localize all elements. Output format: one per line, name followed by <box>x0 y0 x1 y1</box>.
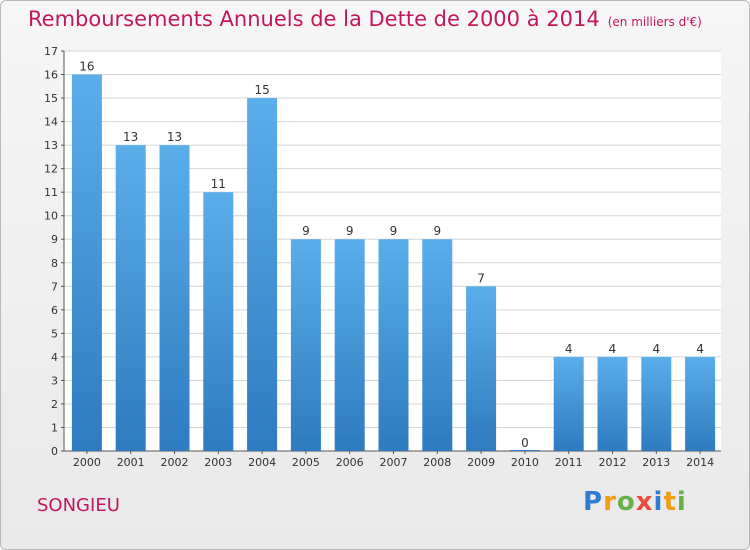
bar-2011 <box>553 356 584 451</box>
y-tick-label: 6 <box>51 304 58 317</box>
y-tick-label: 8 <box>51 257 58 270</box>
data-label-2014: 4 <box>696 342 704 356</box>
y-tick-label: 7 <box>51 280 58 293</box>
data-label-2003: 11 <box>211 177 226 191</box>
data-label-2005: 9 <box>302 224 310 238</box>
bar-2005 <box>290 239 321 451</box>
y-tick-label: 1 <box>51 421 58 434</box>
y-tick-label: 10 <box>44 210 58 223</box>
data-label-2011: 4 <box>565 342 573 356</box>
data-label-2000: 16 <box>79 60 94 74</box>
bar-2006 <box>334 239 365 451</box>
x-tick-label-2011: 2011 <box>555 456 583 469</box>
y-tick-label: 4 <box>51 351 58 364</box>
x-tick-label-2012: 2012 <box>599 456 627 469</box>
logo-letter: x <box>635 487 654 517</box>
x-tick-label-2005: 2005 <box>292 456 320 469</box>
bar-2002 <box>159 145 190 451</box>
bar-2013 <box>641 356 672 451</box>
y-tick-label: 12 <box>44 163 58 176</box>
x-tick-label-2007: 2007 <box>380 456 408 469</box>
chart-unit: (en milliers d'€) <box>607 15 702 29</box>
x-tick-label-2003: 2003 <box>204 456 232 469</box>
data-label-2010: 0 <box>521 436 529 450</box>
data-label-2002: 13 <box>167 130 182 144</box>
y-tick-label: 16 <box>44 69 58 82</box>
y-tick-label: 3 <box>51 374 58 387</box>
x-tick-label-2000: 2000 <box>73 456 101 469</box>
data-label-2009: 7 <box>477 271 485 285</box>
logo-letter: r <box>603 487 617 517</box>
chart-title-text: Remboursements Annuels de la Dette de 20… <box>28 7 600 31</box>
y-tick-label: 15 <box>44 92 58 105</box>
proxiti-logo: Proxiti <box>583 487 687 517</box>
x-tick-label-2010: 2010 <box>511 456 539 469</box>
y-tick-label: 11 <box>44 186 58 199</box>
x-tick-label-2008: 2008 <box>423 456 451 469</box>
y-tick-label: 17 <box>44 45 58 58</box>
data-label-2004: 15 <box>254 83 269 97</box>
data-label-2008: 9 <box>433 224 441 238</box>
x-tick-label-2009: 2009 <box>467 456 495 469</box>
x-tick-label-2006: 2006 <box>336 456 364 469</box>
data-label-2006: 9 <box>346 224 354 238</box>
bar-2008 <box>422 239 453 451</box>
logo-letter: i <box>653 487 664 517</box>
x-tick-label-2001: 2001 <box>117 456 145 469</box>
y-tick-label: 14 <box>44 116 58 129</box>
y-tick-label: 5 <box>51 327 58 340</box>
logo-letter: o <box>616 487 636 517</box>
data-label-2007: 9 <box>390 224 398 238</box>
x-tick-label-2013: 2013 <box>642 456 670 469</box>
commune-name: SONGIEU <box>37 495 120 516</box>
chart-title: Remboursements Annuels de la Dette de 20… <box>28 7 702 31</box>
logo-letter: t <box>663 487 677 517</box>
x-tick-label-2014: 2014 <box>686 456 714 469</box>
y-tick-label: 0 <box>51 445 58 458</box>
bar-2000 <box>71 74 102 451</box>
data-label-2013: 4 <box>652 342 660 356</box>
data-label-2012: 4 <box>609 342 617 356</box>
logo-letter: i <box>676 487 687 517</box>
bar-2001 <box>115 145 146 451</box>
x-tick-label-2002: 2002 <box>161 456 189 469</box>
bar-2009 <box>466 286 497 451</box>
data-label-2001: 13 <box>123 130 138 144</box>
y-tick-label: 9 <box>51 233 58 246</box>
logo-letter: P <box>583 487 604 517</box>
bar-2003 <box>203 192 234 452</box>
bar-2007 <box>378 239 409 451</box>
bar-2004 <box>247 98 278 451</box>
x-tick-label-2004: 2004 <box>248 456 276 469</box>
bar-2012 <box>597 356 628 451</box>
y-tick-label: 13 <box>44 139 58 152</box>
bar-2014 <box>685 356 716 451</box>
y-tick-label: 2 <box>51 398 58 411</box>
